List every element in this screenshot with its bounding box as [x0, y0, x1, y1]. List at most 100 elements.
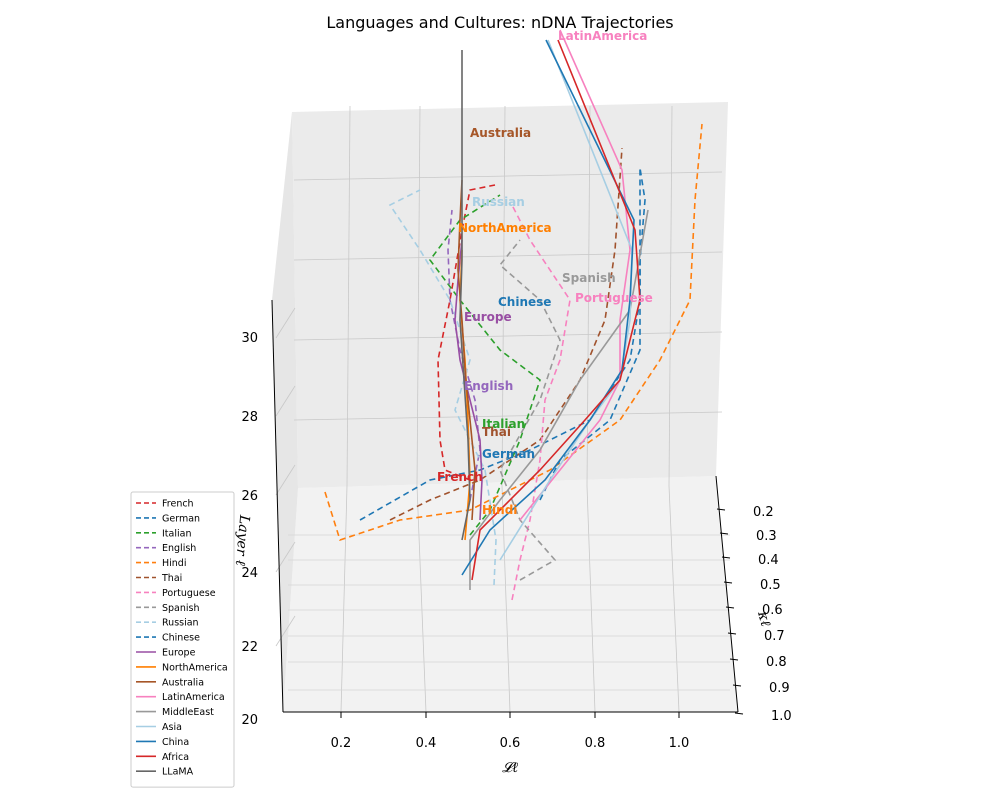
y-tick-label: 0.9: [769, 681, 790, 696]
y-tick: [723, 581, 733, 584]
series-label-hindi: Hindi: [482, 503, 517, 517]
series-line-africa: [471, 39, 641, 581]
legend-label: German: [162, 513, 200, 524]
z-tick-label: 20: [241, 713, 258, 728]
legend-label: Russian: [162, 618, 199, 629]
series-label-spanish: Spanish: [562, 271, 616, 285]
x-tick-label: 0.6: [500, 736, 521, 751]
legend-entry-french: French: [136, 499, 194, 510]
y-tick: [716, 508, 726, 511]
series-line-australia: [457, 179, 476, 521]
legend-entry-northamerica: NorthAmerica: [136, 662, 228, 673]
left-pane: [272, 112, 298, 712]
grid-line: [346, 105, 351, 487]
legend-label: French: [162, 499, 194, 510]
y-tick: [727, 632, 737, 635]
series-label-chinese: Chinese: [498, 295, 551, 309]
legend-entry-europe: Europe: [136, 648, 196, 659]
legend-label: Hindi: [162, 558, 186, 569]
grid-line: [340, 485, 348, 713]
legend-label: Chinese: [162, 633, 200, 644]
grid-line: [293, 411, 723, 421]
series-line-latinamerica: [519, 29, 631, 521]
legend: French German Italian English Hindi Thai Portu…: [130, 491, 235, 788]
y-tick: [734, 712, 744, 715]
legend-entry-spanish: Spanish: [136, 603, 200, 614]
grid-line: [275, 615, 296, 647]
series-line-thai: [389, 147, 623, 521]
legend-label: Africa: [162, 752, 189, 763]
z-tick-label: 26: [241, 489, 258, 504]
chart-title: Languages and Cultures: nDNA Trajectorie…: [326, 13, 673, 32]
legend-label: Asia: [162, 722, 182, 733]
grid-line: [416, 485, 427, 713]
y-tick-label: 0.5: [760, 578, 781, 593]
y-tick-label: 0.7: [764, 629, 785, 644]
legend-label: LLaMA: [162, 767, 194, 778]
legend-label: NorthAmerica: [162, 662, 228, 673]
series-label-latinamerica: LatinAmerica: [558, 29, 647, 43]
legend-entry-africa: Africa: [136, 752, 189, 763]
series-line-german: [359, 168, 641, 521]
legend-entry-italian: Italian: [136, 528, 191, 539]
trajectory-lines: [324, 29, 703, 601]
inline-series-labels: French German Italian English Hindi Thai Portu…: [437, 29, 653, 517]
series-label-russian: Russian: [472, 195, 525, 209]
legend-label: LatinAmerica: [162, 692, 225, 703]
legend-entry-thai: Thai: [136, 573, 182, 584]
series-line-french: [437, 184, 496, 481]
legend-label: English: [162, 543, 196, 554]
y-tick: [732, 684, 742, 687]
series-line-russian: [388, 189, 497, 586]
series-label-northamerica: NorthAmerica: [458, 221, 552, 235]
series-label-australia: Australia: [470, 126, 531, 140]
legend-label: Spanish: [162, 603, 200, 614]
y-tick-label: 0.8: [766, 655, 787, 670]
series-label-thai: Thai: [482, 425, 511, 439]
legend-entry-australia: Australia: [136, 677, 204, 688]
grid-line: [275, 307, 296, 339]
legend-entry-asia: Asia: [136, 722, 182, 733]
axes-panes: [272, 102, 738, 712]
series-label-portuguese: Portuguese: [575, 291, 653, 305]
y-tick-label: 0.6: [762, 603, 783, 618]
y-tick-label: 1.0: [771, 709, 792, 724]
y-tick: [729, 658, 739, 661]
legend-entry-german: German: [136, 513, 200, 524]
y-tick: [725, 606, 735, 609]
y-tick-label: 0.3: [756, 529, 777, 544]
grid-line: [293, 331, 723, 341]
series-label-english: English: [464, 379, 513, 393]
y-tick-label: 0.4: [758, 553, 779, 568]
z-tick-label: 24: [241, 566, 258, 581]
series-line-spanish: [498, 239, 561, 581]
legend-entry-china: China: [136, 737, 189, 748]
x-tick-label: 0.2: [331, 736, 352, 751]
legend-label: Portuguese: [162, 588, 216, 599]
y-tick: [721, 556, 731, 559]
legend-entry-chinese: Chinese: [136, 633, 200, 644]
legend-entry-portuguese: Portuguese: [136, 588, 216, 599]
grid-line: [293, 171, 723, 181]
x-tick-label: 1.0: [669, 736, 690, 751]
legend-label: China: [162, 737, 189, 748]
series-label-europe: Europe: [464, 310, 512, 324]
axes-ticks: 0.2 0.4 0.6 0.8 1.0 0.2 0.3 0.4 0.5 0.6 0.7 0.8 0.9 1…: [241, 299, 792, 751]
legend-entry-english: English: [136, 543, 196, 554]
series-line-hindi: [324, 123, 703, 542]
z-tick-label: 28: [241, 410, 258, 425]
x-tick-label: 0.8: [585, 736, 606, 751]
legend-entry-russian: Russian: [136, 618, 199, 629]
x-axis-label: 𝓛ℓ: [502, 760, 518, 776]
grid-line: [275, 464, 296, 496]
grid-line: [668, 485, 680, 713]
y-tick-label: 0.2: [753, 505, 774, 520]
legend-entry-middleeast: MiddleEast: [136, 707, 214, 718]
grid-line: [586, 485, 596, 713]
grid-line: [416, 105, 421, 487]
z-tick-label: 30: [241, 331, 258, 346]
z-axis-line: [271, 299, 284, 713]
grid-line: [501, 105, 506, 487]
y-tick: [719, 532, 729, 535]
